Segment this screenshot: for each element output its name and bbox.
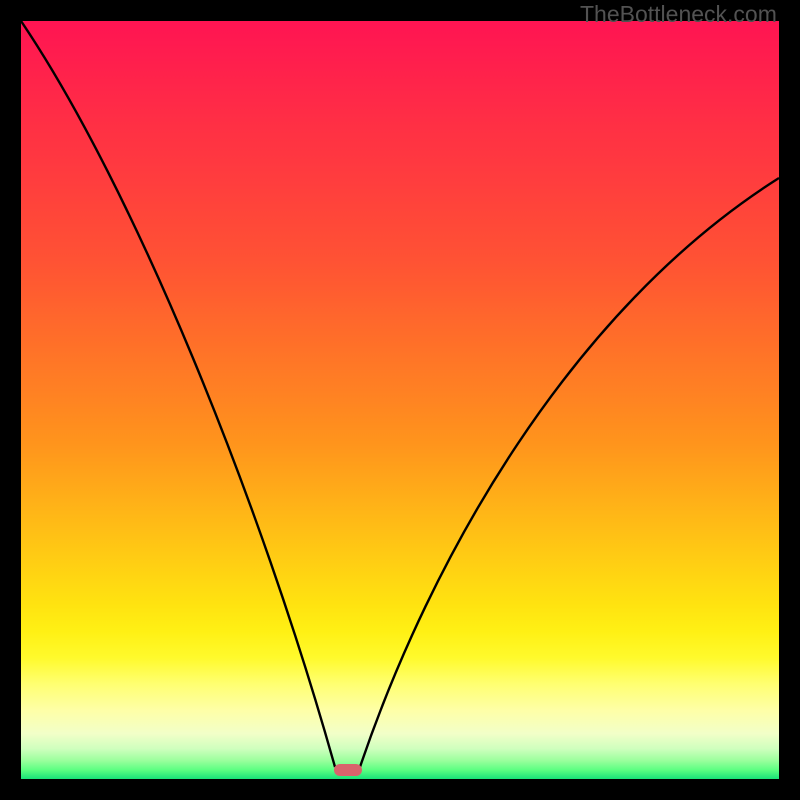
optimal-marker [334,764,362,776]
watermark-text: TheBottleneck.com [580,1,777,28]
chart-svg [0,0,800,800]
chart-stage: TheBottleneck.com [0,0,800,800]
